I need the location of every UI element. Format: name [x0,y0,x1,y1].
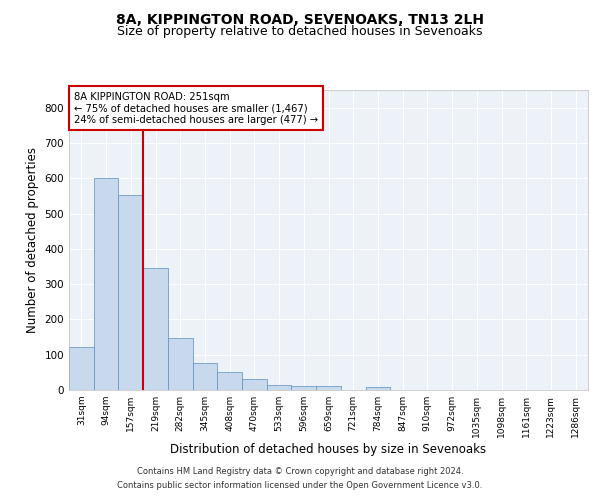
Bar [365,387,390,390]
Y-axis label: Number of detached properties: Number of detached properties [26,147,39,333]
Text: 8A KIPPINGTON ROAD: 251sqm
← 75% of detached houses are smaller (1,467)
24% of s: 8A KIPPINGTON ROAD: 251sqm ← 75% of deta… [74,92,319,124]
Bar [118,195,143,390]
Text: Contains public sector information licensed under the Open Government Licence v3: Contains public sector information licen… [118,481,482,490]
Text: Size of property relative to detached houses in Sevenoaks: Size of property relative to detached ho… [117,25,483,38]
Bar [242,380,267,390]
Bar [267,385,292,390]
Bar [94,178,118,390]
Bar [143,268,168,390]
Bar [217,372,242,390]
Bar [69,347,94,390]
Text: 8A, KIPPINGTON ROAD, SEVENOAKS, TN13 2LH: 8A, KIPPINGTON ROAD, SEVENOAKS, TN13 2LH [116,12,484,26]
Text: Contains HM Land Registry data © Crown copyright and database right 2024.: Contains HM Land Registry data © Crown c… [137,467,463,476]
X-axis label: Distribution of detached houses by size in Sevenoaks: Distribution of detached houses by size … [170,442,487,456]
Bar [316,386,341,390]
Bar [193,363,217,390]
Bar [168,338,193,390]
Bar [292,386,316,390]
